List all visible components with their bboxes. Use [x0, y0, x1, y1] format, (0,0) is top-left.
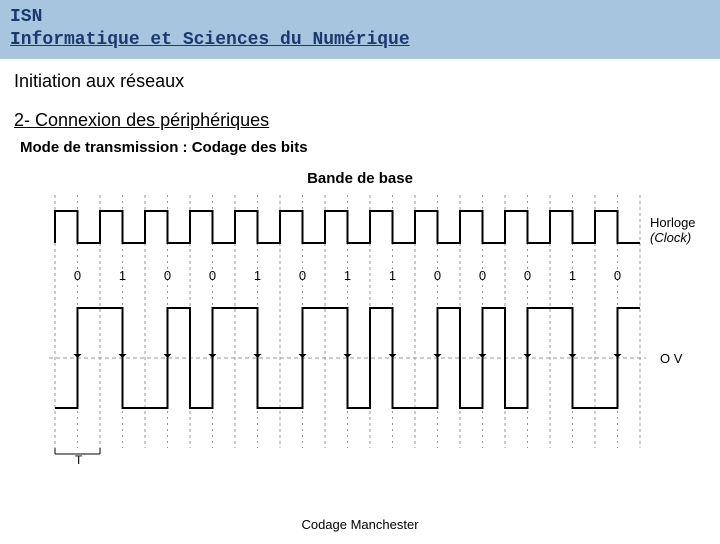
period-T-label: T — [75, 453, 82, 467]
bit-value: 1 — [325, 268, 370, 283]
bit-value: 0 — [55, 268, 100, 283]
bit-value: 1 — [235, 268, 280, 283]
header-line-2: Informatique et Sciences du Numérique — [10, 29, 710, 52]
bit-value: 1 — [370, 268, 415, 283]
header-banner: ISN Informatique et Sciences du Numériqu… — [0, 0, 720, 59]
clock-label-2: (Clock) — [650, 230, 696, 245]
page-title: Initiation aux réseaux — [14, 71, 706, 92]
clock-label: Horloge (Clock) — [650, 215, 696, 245]
clock-label-1: Horloge — [650, 215, 696, 230]
content-area: Initiation aux réseaux 2- Connexion des … — [0, 59, 720, 544]
bit-value: 1 — [550, 268, 595, 283]
zero-volt-label: O V — [660, 351, 682, 366]
manchester-diagram: Horloge (Clock) 0100101100010 O V T — [20, 193, 700, 513]
bit-values-row: 0100101100010 — [55, 268, 640, 283]
subsection-title: Mode de transmission : Codage des bits — [20, 139, 706, 156]
diagram-caption: Codage Manchester — [14, 517, 706, 532]
bit-value: 0 — [595, 268, 640, 283]
header-line-1: ISN — [10, 6, 710, 29]
bit-value: 0 — [460, 268, 505, 283]
diagram-title: Bande de base — [14, 170, 706, 187]
bit-value: 0 — [145, 268, 190, 283]
bit-value: 1 — [100, 268, 145, 283]
section-title: 2- Connexion des périphériques — [14, 110, 706, 131]
bit-value: 0 — [505, 268, 550, 283]
bit-value: 0 — [415, 268, 460, 283]
bit-value: 0 — [190, 268, 235, 283]
bit-value: 0 — [280, 268, 325, 283]
signal-svg — [20, 193, 700, 473]
